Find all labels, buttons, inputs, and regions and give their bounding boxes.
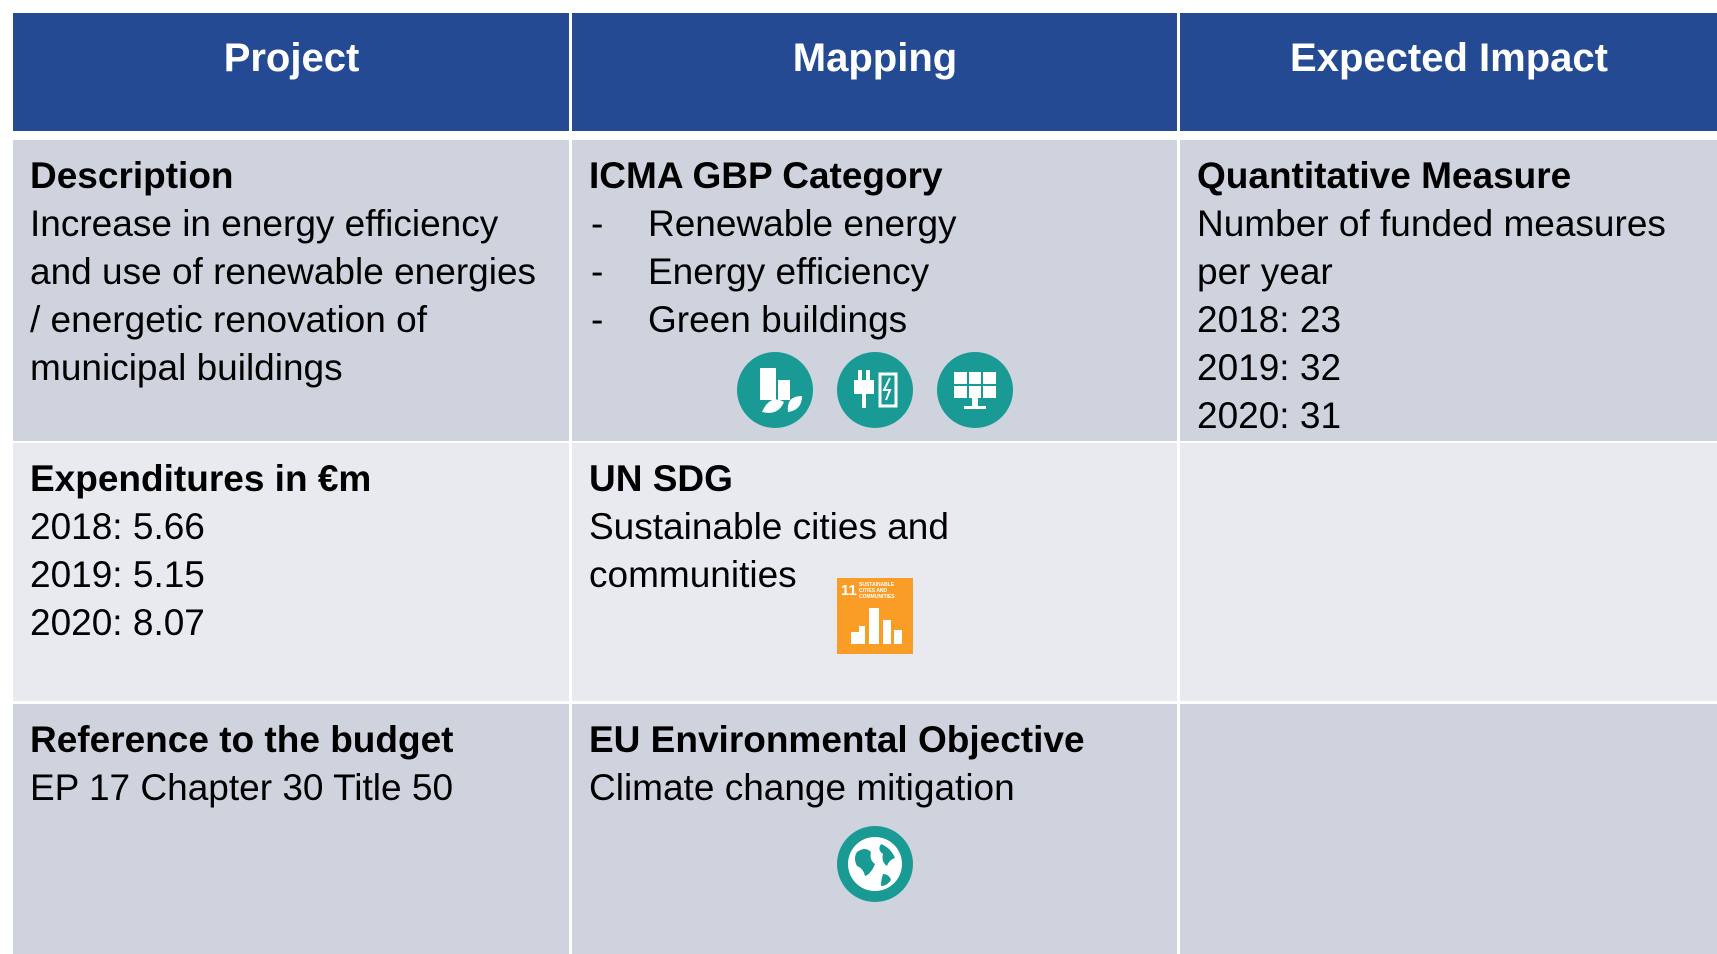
cell-text: 2018: 5.66 [30,506,205,547]
sdg-number: 11 [841,582,857,599]
solar-icon [937,352,1013,428]
cell-title: Reference to the budget [30,719,454,760]
icons [737,352,1013,428]
cell-text: EP 17 Chapter 30 Title 50 [30,767,454,808]
cell: Expenditures in €m 2018: 5.66 2019: 5.15… [13,443,569,701]
bullet: Renewable energy [589,200,1161,248]
bullet: Energy efficiency [589,248,1161,296]
cell: Reference to the budget EP 17 Chapter 30… [13,704,569,954]
cell-title: ICMA GBP Category [589,155,943,196]
cell: Description Increase in energy efficienc… [13,140,569,441]
sdg-text: SUSTAINABLE CITIES AND COMMUNITIES [859,582,895,600]
cell-text: 2018: 23 [1197,299,1342,340]
cell-text: 2019: 32 [1197,347,1342,388]
cell-title: EU Environmental Objective [589,719,1085,760]
cell-title: Expenditures in €m [30,458,372,499]
building-icon [737,352,813,428]
cell-text: Increase in energy efficiency and use of… [30,203,537,388]
cell-text: 2020: 8.07 [30,602,205,643]
cell: ICMA GBP Category Renewable energy Energ… [572,140,1177,441]
sdg-icon: 11 SUSTAINABLE CITIES AND COMMUNITIES [837,578,913,654]
cell-title: Quantitative Measure [1197,155,1572,196]
cell-title: UN SDG [589,458,733,499]
cell: EU Environmental Objective Climate chang… [572,704,1177,954]
cell-title: Description [30,155,234,196]
cell [1180,704,1717,954]
globe-icon [837,826,913,902]
cell-text: Number of funded measures per year [1197,203,1666,292]
plug-icon [837,352,913,428]
bullet: Green buildings [589,296,1161,344]
cell-text: 2020: 31 [1197,395,1342,436]
cell-text: Climate change mitigation [589,767,1015,808]
cell: Quantitative Measure Number of funded me… [1180,140,1717,441]
cell [1180,443,1717,701]
header-cell: Expected Impact [1180,13,1717,131]
cell-text: 2019: 5.15 [30,554,205,595]
cell: UN SDG Sustainable cities and communitie… [572,443,1177,701]
header-cell: Project [13,13,569,131]
cell-text: Sustainable cities and communities [589,506,949,595]
header-cell: Mapping [572,13,1177,131]
